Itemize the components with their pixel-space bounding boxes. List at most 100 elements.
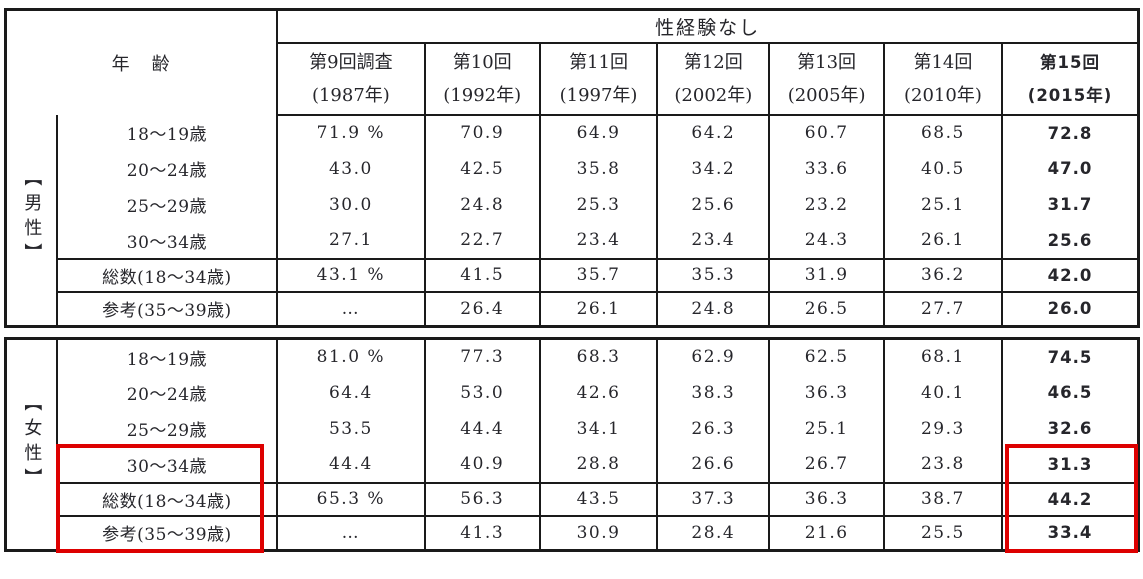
cell: 23.4: [538, 222, 659, 259]
cell: …: [276, 514, 426, 551]
cell-2015: 44.2: [1001, 481, 1140, 516]
cell: 60.7: [768, 114, 885, 151]
cell: 53.0: [423, 374, 541, 411]
cell-2015: 72.8: [1001, 114, 1140, 151]
male-gender-label: 【男性】: [21, 167, 43, 268]
cell: 21.6: [768, 514, 885, 551]
col-header-line1: 第12回: [683, 51, 743, 73]
table-row: 20〜24歳 43.0 42.5 35.8 34.2 33.6 40.5 47.…: [6, 150, 1140, 187]
cell: 35.3: [656, 257, 771, 292]
cell: 23.2: [768, 186, 885, 223]
cell: 43.0: [276, 150, 426, 187]
table-row: 20〜24歳 64.4 53.0 42.6 38.3 36.3 40.1 46.…: [6, 374, 1140, 411]
cell-2015: 74.5: [1001, 338, 1140, 375]
cell: 42.6: [538, 374, 659, 411]
cell: 27.1: [276, 222, 426, 259]
age-label: 30〜34歳: [55, 446, 279, 483]
cell-2015: 46.5: [1001, 374, 1140, 411]
cell: 24.8: [656, 290, 771, 327]
survey-table-female: 【女性】 18〜19歳 81.0 % 77.3 68.3 62.9 62.5 6…: [4, 337, 1140, 552]
cell: 68.1: [882, 338, 1004, 375]
cell: 25.3: [538, 186, 659, 223]
cell: 38.7: [882, 481, 1004, 516]
cell-2015: 25.6: [1001, 222, 1140, 259]
cell-2015: 32.6: [1001, 410, 1140, 447]
cell: 81.0 %: [276, 338, 426, 375]
cell-2015: 31.7: [1001, 186, 1140, 223]
cell: 36.3: [768, 481, 885, 516]
cell: 24.3: [768, 222, 885, 259]
table-row: 【女性】 18〜19歳 81.0 % 77.3 68.3 62.9 62.5 6…: [4, 338, 1140, 551]
cell: 40.9: [423, 446, 541, 483]
cell: 64.4: [276, 374, 426, 411]
age-label: 25〜29歳: [55, 186, 279, 223]
table-row: 30〜34歳 27.1 22.7 23.4 23.4 24.3 26.1 25.…: [6, 222, 1140, 259]
age-label: 20〜24歳: [55, 374, 279, 411]
cell: 26.1: [882, 222, 1004, 259]
cell: 26.5: [768, 290, 885, 327]
cell-2015: 33.4: [1001, 514, 1140, 551]
table-row-highlighted: 30〜34歳 44.4 40.9 28.8 26.6 26.7 23.8 31.…: [6, 446, 1140, 483]
cell: 34.1: [538, 410, 659, 447]
cell: 25.5: [882, 514, 1004, 551]
col-header-line1: 第11回: [569, 51, 628, 73]
col-header-2002: 第12回 (2002年): [656, 42, 771, 116]
col-header-2010: 第14回 (2010年): [882, 42, 1004, 116]
cell: 64.2: [656, 114, 771, 151]
col-header-line2: (1992年): [443, 84, 522, 106]
cell-2015: 26.0: [1001, 290, 1140, 327]
cell: 64.9: [538, 114, 659, 151]
cell: 26.3: [656, 410, 771, 447]
cell: 31.9: [768, 257, 885, 292]
cell: 68.3: [538, 338, 659, 375]
table-row-reference-highlighted: 参考(35〜39歳) … 41.3 30.9 28.4 21.6 25.5 33…: [6, 514, 1140, 551]
col-header-line1: 第9回調査: [309, 51, 393, 73]
table-title-cell: 性経験なし: [276, 9, 1140, 44]
cell: 41.5: [423, 257, 541, 292]
cell: 30.9: [538, 514, 659, 551]
cell: 25.1: [768, 410, 885, 447]
cell: 24.8: [423, 186, 541, 223]
col-header-line2: (2002年): [674, 84, 753, 106]
age-label: 総数(18〜34歳): [55, 481, 279, 516]
col-header-1997: 第11回 (1997年): [538, 42, 659, 116]
cell: 23.4: [656, 222, 771, 259]
col-header-line2: (2010年): [903, 84, 982, 106]
table-row-total-highlighted: 総数(18〜34歳) 65.3 % 56.3 43.5 37.3 36.3 38…: [6, 481, 1140, 516]
age-label: 25〜29歳: [55, 410, 279, 447]
cell: 27.7: [882, 290, 1004, 327]
col-header-1992: 第10回 (1992年): [423, 42, 541, 116]
table-row-reference: 参考(35〜39歳) … 26.4 26.1 24.8 26.5 27.7 26…: [6, 290, 1140, 327]
cell: 56.3: [423, 481, 541, 516]
col-header-line1: 第15回: [1040, 52, 1101, 72]
cell: …: [276, 290, 426, 327]
age-label: 18〜19歳: [55, 338, 279, 375]
cell: 62.9: [656, 338, 771, 375]
cell: 38.3: [656, 374, 771, 411]
table-row: 【男性】 18〜19歳 71.9 % 70.9 64.9 64.2 60.7 6…: [4, 114, 1140, 327]
col-header-2015: 第15回 (2015年): [1001, 42, 1140, 116]
cell: 26.7: [768, 446, 885, 483]
cell: 44.4: [423, 410, 541, 447]
cell: 25.1: [882, 186, 1004, 223]
cell: 44.4: [276, 446, 426, 483]
survey-table-header-male: 年 齢 性経験なし 第9回調査 (1987年) 第10回 (1992年) 第11回 (…: [4, 8, 1140, 328]
cell: 41.3: [423, 514, 541, 551]
cell: 25.6: [656, 186, 771, 223]
cell: 23.8: [882, 446, 1004, 483]
age-label: 参考(35〜39歳): [55, 290, 279, 327]
col-header-line1: 第13回: [797, 51, 857, 73]
age-label: 20〜24歳: [55, 150, 279, 187]
cell: 36.3: [768, 374, 885, 411]
col-header-line2: (2005年): [787, 84, 866, 106]
cell: 71.9 %: [276, 114, 426, 151]
col-header-1987: 第9回調査 (1987年): [276, 42, 426, 116]
cell: 42.5: [423, 150, 541, 187]
col-header-line2: (1997年): [559, 84, 638, 106]
cell: 68.5: [882, 114, 1004, 151]
cell-2015: 47.0: [1001, 150, 1140, 187]
cell: 40.5: [882, 150, 1004, 187]
age-label: 30〜34歳: [55, 222, 279, 259]
col-header-line1: 第10回: [452, 51, 512, 73]
cell: 43.1 %: [276, 257, 426, 292]
